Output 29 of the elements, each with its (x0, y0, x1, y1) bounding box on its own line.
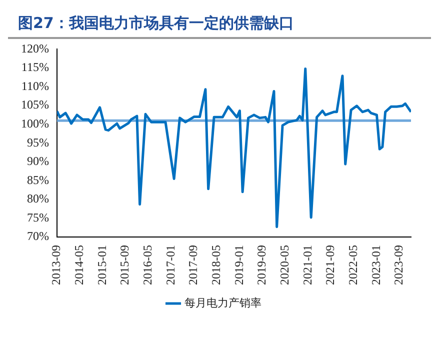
y-tick-label: 120% (20, 41, 49, 56)
y-tick-label: 70% (26, 229, 49, 244)
y-tick-label: 105% (20, 98, 49, 112)
y-tick-label: 90% (26, 154, 49, 168)
x-tick-label: 2015-01 (94, 245, 109, 286)
legend-label: 每月电力产销率 (184, 296, 262, 310)
chart-title: 图27：我国电力市场具有一定的供需缺口 (8, 8, 431, 39)
x-tick-label: 2017-09 (186, 245, 200, 286)
y-tick-label: 110% (21, 78, 49, 93)
y-tick-label: 85% (26, 172, 49, 187)
x-tick-label: 2023-01 (368, 245, 383, 286)
x-tick-label: 2020-05 (278, 245, 292, 286)
y-tick-label: 115% (21, 60, 49, 74)
x-tick-label: 2023-09 (392, 245, 406, 286)
x-tick-label: 2021-01 (300, 245, 314, 286)
x-tick-label: 2018-05 (209, 245, 224, 286)
x-tick-label: 2015-09 (118, 245, 132, 286)
x-tick-label: 2021-09 (323, 245, 338, 286)
x-tick-label: 2017-01 (163, 245, 178, 286)
y-tick-label: 95% (26, 135, 49, 150)
x-tick-label: 2019-09 (254, 245, 269, 286)
x-tick-label: 2013-09 (49, 245, 64, 286)
x-tick-label: 2014-05 (72, 245, 86, 286)
y-tick-label: 100% (20, 116, 49, 130)
y-tick-label: 80% (26, 192, 49, 206)
x-tick-label: 2016-05 (140, 245, 155, 286)
x-tick-label: 2019-01 (232, 245, 246, 286)
y-tick-label: 75% (26, 210, 49, 224)
x-tick-label: 2022-05 (346, 245, 360, 286)
